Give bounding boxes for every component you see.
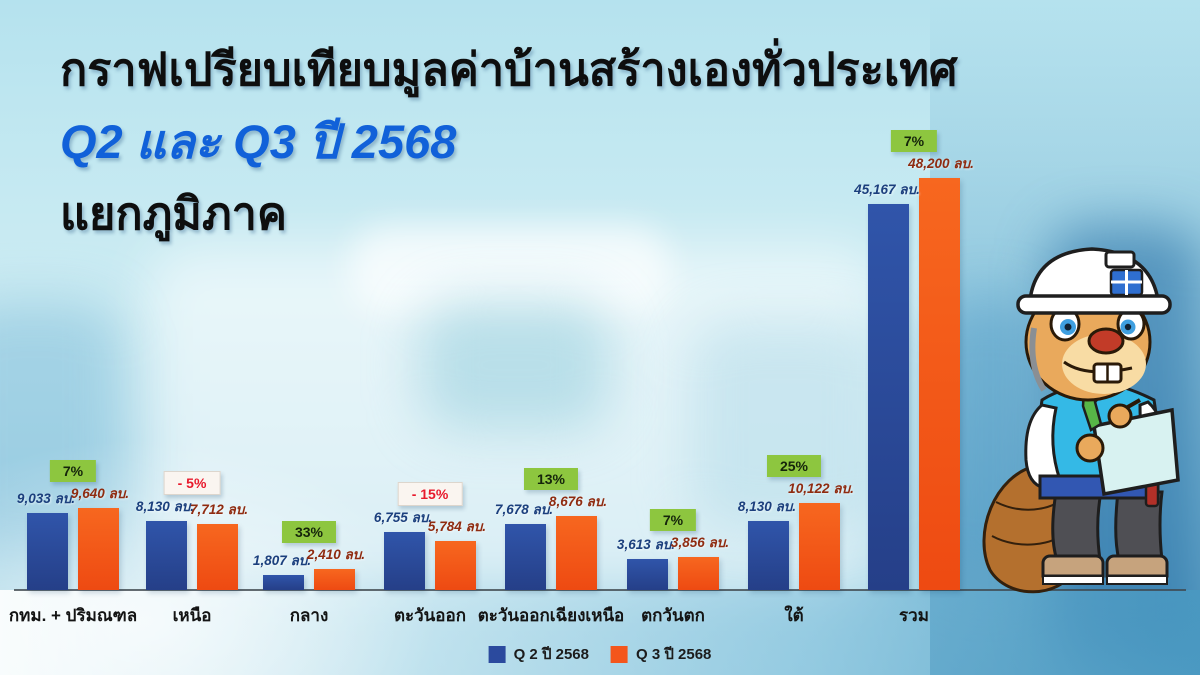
legend-item-q3: Q 3 ปี 2568 — [611, 642, 711, 666]
bar-q3 — [197, 524, 238, 590]
title-line-3: แยกภูมิภาค — [60, 188, 287, 239]
category-label: รวม — [899, 606, 929, 625]
change-badge: 7% — [49, 460, 97, 482]
category-label: ตกวันตก — [641, 606, 705, 625]
value-label-q3: 7,712 ลบ. — [189, 502, 249, 517]
bar-q2 — [627, 559, 668, 590]
legend: Q 2 ปี 2568 Q 3 ปี 2568 — [488, 642, 711, 666]
change-badge: 7% — [649, 509, 697, 531]
change-badge: 7% — [890, 130, 938, 152]
change-badge: - 5% — [163, 471, 221, 495]
x-axis-line — [14, 589, 1186, 591]
value-label-q3: 10,122 ลบ. — [788, 481, 854, 496]
category-label: ใต้ — [784, 606, 804, 625]
value-label-q2: 6,755 ลบ. — [373, 510, 433, 525]
value-label-q3: 2,410 ลบ. — [306, 547, 366, 562]
title-line-2: Q2 และ Q3 ปี 2568 — [60, 115, 457, 168]
value-label-q2: 3,613 ลบ. — [616, 537, 676, 552]
value-label-q2: 8,130 ลบ. — [135, 499, 195, 514]
page-title: กราฟเปรียบเทียบมูลค่าบ้านสร้างเองทั่วประ… — [60, 34, 957, 250]
change-badge: 13% — [523, 468, 579, 490]
value-label-q2: 45,167 ลบ. — [854, 182, 920, 197]
category-label: ตะวันออก — [393, 606, 467, 625]
title-line-1: กราฟเปรียบเทียบมูลค่าบ้านสร้างเองทั่วประ… — [60, 44, 958, 95]
value-label-q2: 8,130 ลบ. — [737, 499, 797, 514]
bar-q2 — [263, 575, 304, 590]
value-label-q2: 9,033 ลบ. — [16, 491, 76, 506]
category-label: เหนือ — [172, 606, 212, 625]
legend-item-q2: Q 2 ปี 2568 — [488, 642, 589, 666]
legend-swatch-q3-icon — [611, 645, 628, 663]
legend-label-q2: Q 2 ปี 2568 — [513, 646, 589, 663]
value-label-q3: 5,784 ลบ. — [427, 519, 487, 534]
bar-q3 — [799, 503, 840, 590]
change-badge: 33% — [281, 521, 337, 543]
value-label-q3: 8,676 ลบ. — [548, 494, 608, 509]
bar-q3 — [78, 508, 119, 590]
bar-q3 — [314, 569, 355, 590]
category-label: ตะวันออกเฉียงเหนือ — [477, 606, 625, 625]
value-label-q2: 1,807 ลบ. — [252, 553, 312, 568]
bar-q3 — [556, 516, 597, 590]
bar-q2 — [868, 204, 909, 590]
value-label-q3: 3,856 ลบ. — [670, 535, 730, 550]
bar-q2 — [748, 521, 789, 590]
category-label: กลาง — [289, 606, 329, 625]
category-label: กทม. + ปริมณฑล — [8, 606, 138, 625]
legend-label-q3: Q 3 ปี 2568 — [636, 646, 712, 663]
bar-q2 — [146, 521, 187, 590]
change-badge: 25% — [766, 455, 822, 477]
value-label-q3: 48,200 ลบ. — [908, 156, 974, 171]
value-label-q2: 7,678 ลบ. — [494, 502, 554, 517]
bar-q2 — [505, 524, 546, 590]
change-badge: - 15% — [397, 482, 463, 506]
beaver-engineer-mascot-icon — [982, 247, 1180, 594]
value-label-q3: 9,640 ลบ. — [70, 486, 130, 501]
legend-swatch-q2-icon — [488, 645, 506, 663]
bar-q2 — [384, 532, 425, 590]
bar-q3 — [919, 178, 960, 590]
bar-q3 — [435, 541, 476, 590]
bar-q3 — [678, 557, 719, 590]
bar-q2 — [27, 513, 68, 590]
